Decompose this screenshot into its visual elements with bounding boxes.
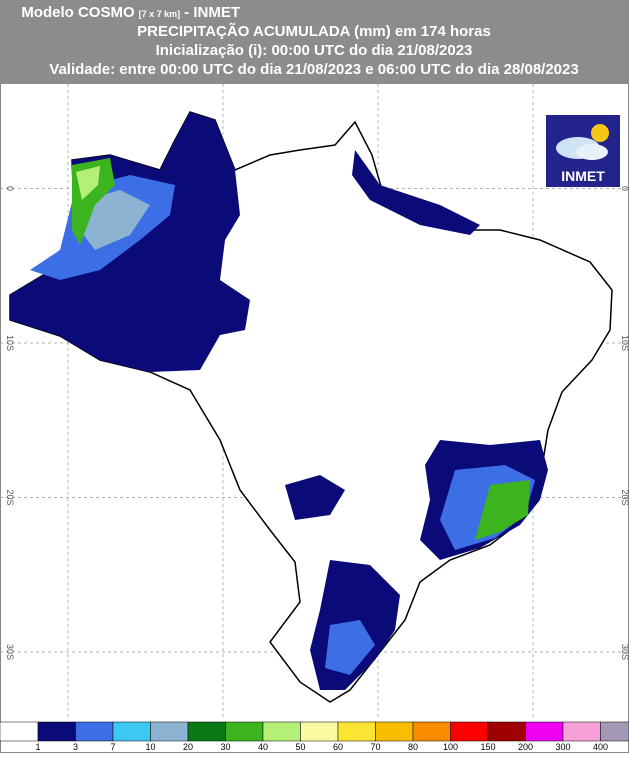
legend-label: 150 [480,742,495,752]
latitude-label: 30S [5,644,15,660]
latitude-label: 10S [620,335,629,351]
legend-label: 200 [518,742,533,752]
legend-swatch [526,722,564,741]
legend-swatch [376,722,414,741]
legend-label: 7 [110,742,115,752]
legend-swatch [413,722,451,741]
legend-label: 70 [370,742,380,752]
legend-label: 1 [35,742,40,752]
legend-label: 50 [295,742,305,752]
logo-text: INMET [561,168,605,184]
header-line4: Validade: entre 00:00 UTC do dia 21/08/2… [49,61,578,78]
legend-swatch [188,722,226,741]
legend-swatch [0,722,38,741]
legend-label: 80 [408,742,418,752]
legend-swatch [563,722,601,741]
legend-swatch [76,722,114,741]
legend-swatch [151,722,189,741]
latitude-label: 20S [5,489,15,505]
legend-label: 60 [333,742,343,752]
legend-swatch [301,722,339,741]
legend-swatch [38,722,76,741]
legend-label: 10 [145,742,155,752]
legend-swatch [338,722,376,741]
legend-label: 20 [183,742,193,752]
latitude-label: 10S [5,335,15,351]
legend-swatch [601,722,629,741]
legend-swatch [451,722,489,741]
legend-label: 100 [443,742,458,752]
latitude-label: 0 [620,186,629,191]
header-line1: Modelo COSMO[7 x 7 km]- INMET [21,4,240,21]
header-line2: PRECIPITAÇÃO ACUMULADA (mm) em 174 horas [137,22,491,40]
legend-label: 300 [555,742,570,752]
latitude-label: 0 [5,186,15,191]
latitude-label: 30S [620,644,629,660]
legend-label: 3 [73,742,78,752]
latitude-label: 20S [620,489,629,505]
legend-swatch [226,722,264,741]
legend-label: 30 [220,742,230,752]
legend-swatch [263,722,301,741]
legend-swatch [488,722,526,741]
legend-swatch [113,722,151,741]
logo: INMET [546,115,620,187]
header-line3: Inicialização (i): 00:00 UTC do dia 21/0… [156,42,473,59]
legend-label: 40 [258,742,268,752]
legend-label: 400 [593,742,608,752]
